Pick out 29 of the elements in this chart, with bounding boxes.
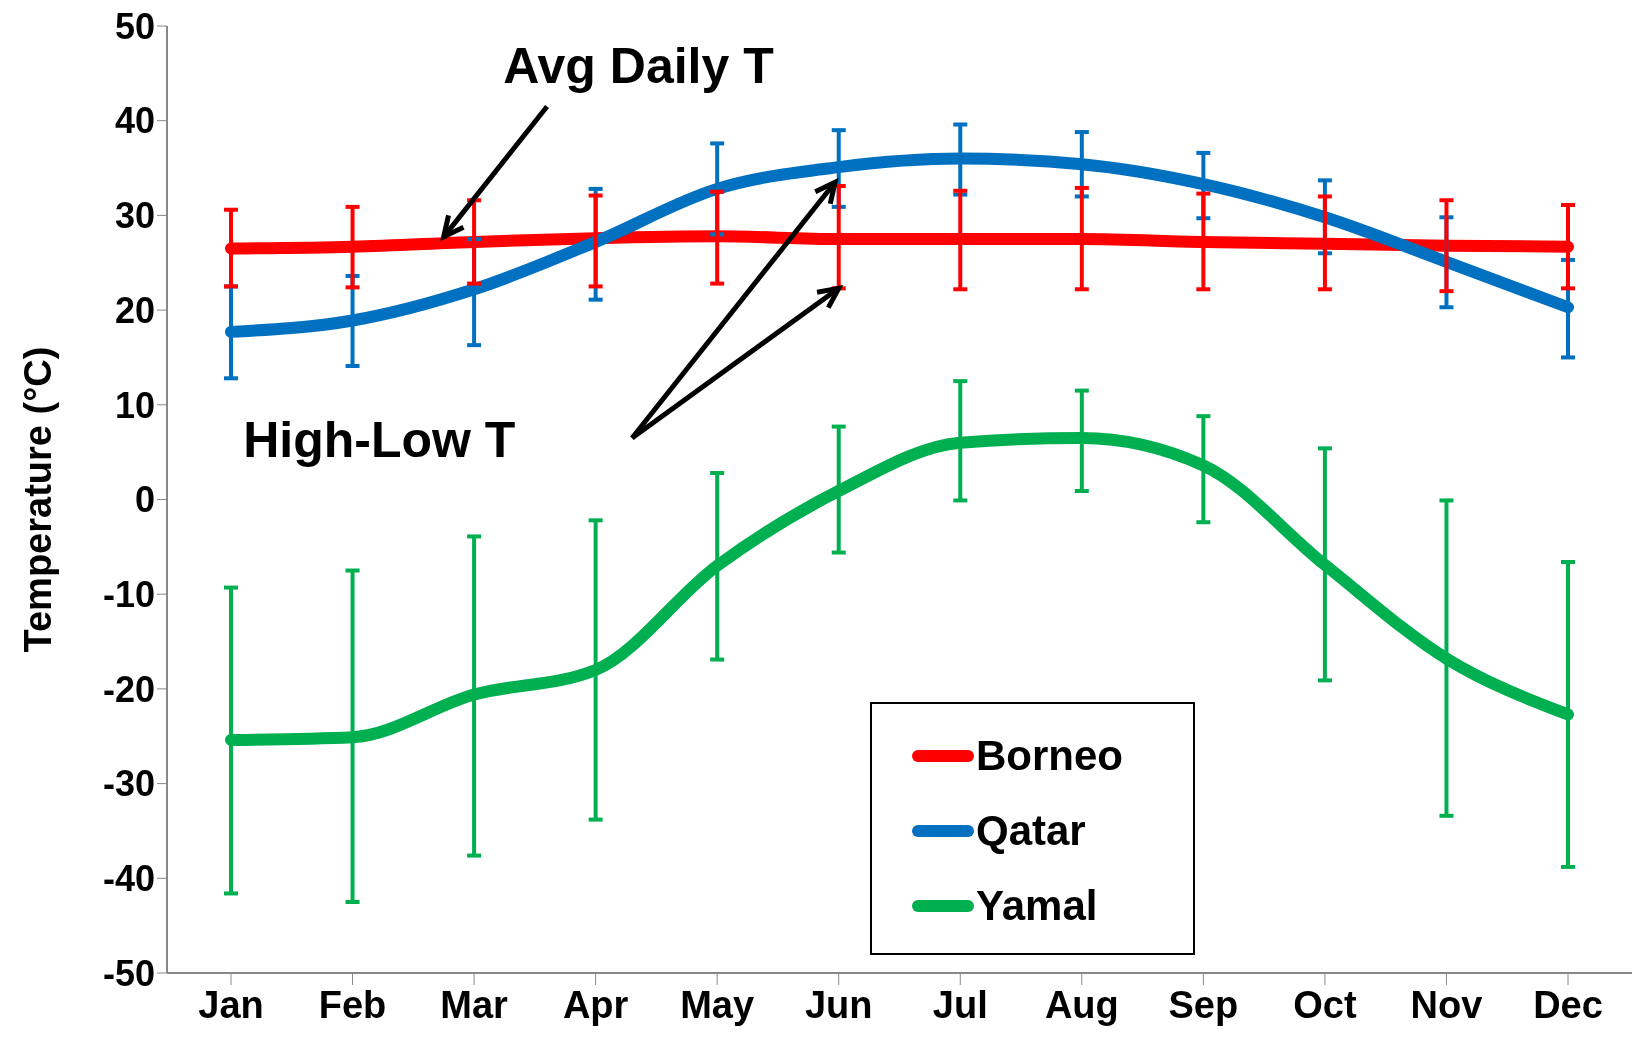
y-axis-title: Temperature (°C) bbox=[17, 346, 59, 653]
x-tick-label: Jan bbox=[198, 983, 264, 1026]
y-tick-label: 50 bbox=[114, 5, 155, 47]
y-tick-label: 20 bbox=[114, 289, 155, 331]
x-tick-label: Jun bbox=[804, 983, 873, 1026]
annotation: Avg Daily T bbox=[503, 37, 774, 94]
y-tick-label: -30 bbox=[102, 763, 155, 805]
x-tick-label: Jul bbox=[932, 983, 988, 1026]
annotation: High-Low T bbox=[243, 411, 516, 468]
x-tick-label: Nov bbox=[1410, 983, 1483, 1026]
y-tick-label: 0 bbox=[134, 479, 155, 521]
x-tick-label: Dec bbox=[1533, 983, 1603, 1026]
legend-label: Qatar bbox=[976, 806, 1086, 855]
x-tick-label: Aug bbox=[1044, 983, 1119, 1026]
x-tick-label: Oct bbox=[1293, 983, 1357, 1026]
y-tick-label: 30 bbox=[114, 195, 155, 237]
x-tick-label: Mar bbox=[440, 983, 509, 1026]
y-tick-label: -20 bbox=[102, 668, 155, 710]
y-tick-label: -10 bbox=[102, 573, 155, 615]
x-tick-label: Feb bbox=[318, 983, 387, 1026]
legend-label: Yamal bbox=[976, 881, 1098, 930]
y-tick-label: 40 bbox=[114, 100, 155, 142]
y-tick-label: 10 bbox=[114, 384, 155, 426]
y-tick-label: -50 bbox=[102, 952, 155, 994]
y-tick-label: -40 bbox=[102, 858, 155, 900]
x-tick-label: Sep bbox=[1168, 983, 1239, 1026]
legend-label: Borneo bbox=[976, 731, 1123, 780]
x-tick-label: Apr bbox=[562, 983, 629, 1026]
x-tick-label: May bbox=[680, 983, 755, 1026]
